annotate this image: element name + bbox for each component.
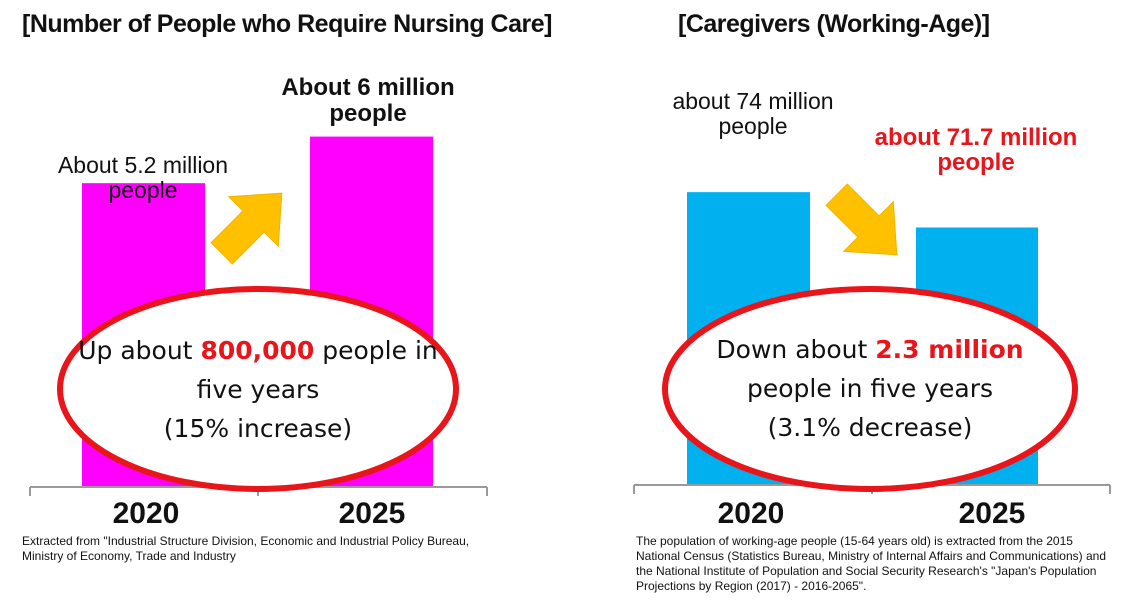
arrow-down-right-icon [825,183,898,256]
summary-line1: Up about 800,000 people in [70,331,446,370]
summary-line1: Down about 2.3 million [680,330,1060,369]
summary-line3: (15% increase) [163,414,353,443]
data-label-2020-line2: people [108,177,177,203]
summary-suffix: people in [314,336,438,365]
summary-line2: people in five years [746,374,994,403]
summary-text: Down about 2.3 million people in five ye… [680,330,1060,447]
nursing-care-panel: [Number of People who Require Nursing Ca… [0,0,560,610]
x-tick-2025: 2025 [339,497,406,530]
summary-prefix: Up about [78,336,201,365]
data-label-2020-line1: about 74 million [672,88,833,114]
summary-prefix: Down about [716,335,876,364]
summary-line3: (3.1% decrease) [767,413,973,442]
data-label-2025-line2: people [937,149,1014,176]
arrow-up-right-icon [210,192,283,265]
source-note: Extracted from "Industrial Structure Div… [22,534,470,563]
change-amount: 2.3 million [875,335,1024,364]
source-note: The population of working-age people (15… [636,534,1106,593]
x-tick-2020: 2020 [718,497,785,530]
summary-line2: five years [196,375,320,404]
caregivers-chart: about 74 million people about 71.7 milli… [633,88,1111,530]
summary-ellipse [57,286,459,492]
data-label-2025-line1: About 6 million [281,74,454,101]
data-label-2020-line2: people [718,113,787,139]
x-tick-2020: 2020 [113,497,180,530]
data-label-2025-line1: about 71.7 million [875,124,1078,151]
nursing-care-title: [Number of People who Require Nursing Ca… [22,10,552,38]
summary-text: Up about 800,000 people in five years (1… [70,331,446,448]
nursing-care-chart: About 5.2 million people About 6 million… [29,74,488,530]
change-amount: 800,000 [200,336,315,365]
data-label-2020-line1: About 5.2 million [58,152,228,178]
caregivers-title: [Caregivers (Working-Age)] [678,10,990,38]
data-label-2025-line2: people [329,100,406,127]
caregivers-panel: [Caregivers (Working-Age)] about 74 mill… [600,0,1134,610]
x-tick-2025: 2025 [959,497,1026,530]
summary-ellipse [662,286,1078,492]
